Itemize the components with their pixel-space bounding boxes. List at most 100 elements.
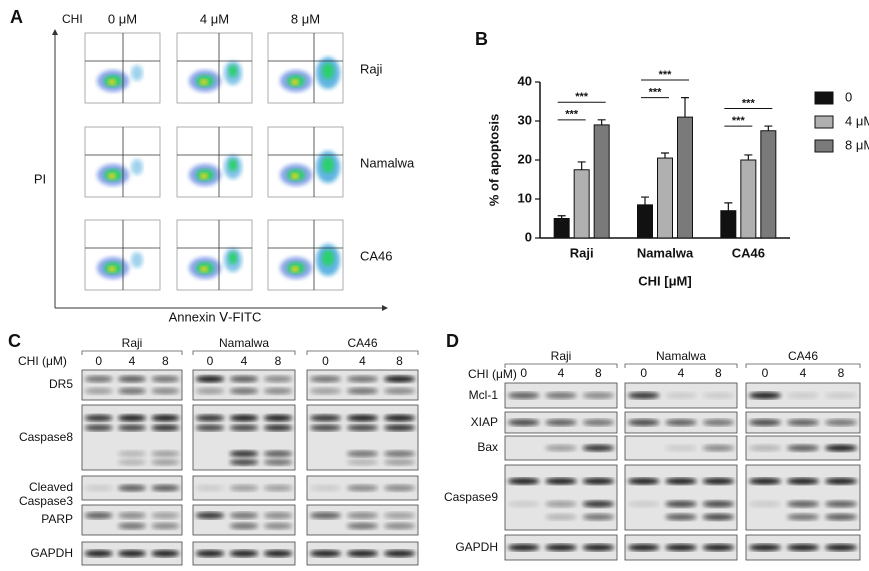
blot-band	[702, 500, 735, 508]
bar	[760, 130, 777, 239]
group-bracket	[192, 350, 296, 355]
blot-band	[825, 444, 857, 452]
treatment-label: CHI (μM)	[468, 367, 517, 381]
blot-band	[582, 500, 615, 508]
blot-band	[263, 522, 293, 530]
cell-line-label: Namalwa	[656, 349, 706, 363]
blot-band	[151, 484, 180, 492]
dose-label: 8 μM	[291, 11, 320, 26]
blot-band	[118, 414, 146, 422]
blot-band	[229, 414, 259, 422]
blot-band	[229, 375, 259, 383]
blot-band	[346, 387, 379, 395]
flow-cloud	[131, 65, 143, 81]
y-axis-label: PI	[34, 171, 46, 186]
blot-band	[749, 544, 781, 551]
blot-band	[229, 450, 259, 458]
blot-band	[507, 419, 540, 426]
blot-band	[84, 375, 113, 383]
treatment-label: CHI (μM)	[18, 354, 67, 368]
cell-line-label: Namalwa	[219, 336, 269, 350]
cell-line-label: CA46	[788, 349, 818, 363]
blot-band	[84, 424, 113, 432]
blot-band	[309, 424, 342, 432]
x-tick-label: CA46	[732, 245, 765, 260]
x-tick-label: Namalwa	[637, 245, 694, 260]
panel-label: C	[8, 331, 21, 351]
blot-band	[627, 544, 660, 551]
bar	[657, 157, 673, 239]
dose-label: 0	[762, 366, 769, 380]
blot-band	[195, 550, 225, 557]
blot-band	[151, 512, 180, 519]
flow-cloud	[131, 252, 143, 268]
legend-label: 0	[845, 89, 852, 104]
blot-band	[627, 477, 660, 485]
flow-plot	[84, 219, 161, 291]
flow-cloud	[228, 65, 238, 77]
blot-band	[84, 550, 113, 557]
blot-band	[383, 424, 416, 432]
group-bracket	[504, 363, 618, 368]
blot-band	[749, 477, 781, 485]
error-bar	[724, 202, 733, 211]
y-tick-label: 20	[518, 151, 532, 166]
dose-label: 0	[207, 354, 214, 368]
flow-cloud	[108, 266, 116, 272]
blot-band	[582, 513, 615, 521]
blot-band	[151, 450, 180, 458]
blot-band	[545, 392, 577, 399]
dose-label: 4	[241, 354, 248, 368]
blot-band	[383, 550, 416, 557]
blot-band	[383, 450, 416, 458]
flow-plot	[84, 32, 161, 104]
blot-strip	[81, 369, 183, 401]
blot-band	[665, 500, 697, 508]
blot-band	[263, 414, 293, 422]
blot-band	[118, 512, 146, 519]
significance-label: ***	[649, 87, 663, 99]
blot-band	[195, 424, 225, 432]
significance-label: ***	[659, 69, 673, 81]
blot-band	[702, 392, 735, 399]
bar	[740, 159, 757, 239]
flow-cloud	[322, 157, 334, 173]
blot-band	[627, 392, 660, 399]
error-bar	[557, 215, 566, 219]
protein-label: Caspase8	[18, 429, 73, 444]
dose-label: 0	[640, 366, 647, 380]
blot-band	[665, 477, 697, 485]
blot-band	[749, 444, 781, 452]
dose-label: 4	[800, 366, 807, 380]
blot-band	[702, 477, 735, 485]
flow-cloud	[200, 173, 208, 179]
blot-band	[346, 522, 379, 530]
dose-label: 4	[558, 366, 565, 380]
blot-strip	[81, 504, 183, 536]
blot-band	[229, 512, 259, 519]
x-axis-title: CHI [μM]	[638, 273, 691, 288]
y-tick-label: 40	[518, 73, 532, 88]
blot-band	[309, 512, 342, 519]
blot-band	[787, 392, 819, 399]
significance-label: ***	[575, 91, 589, 103]
blot-band	[229, 458, 259, 466]
cell-line-label: CA46	[347, 336, 377, 350]
blot-band	[118, 450, 146, 458]
blot-band	[118, 424, 146, 432]
blot-band	[545, 500, 577, 508]
blot-band	[702, 544, 735, 551]
protein-label: XIAP	[470, 414, 498, 429]
blot-band	[702, 419, 735, 426]
protein-label: Cleaved Caspase3	[18, 480, 73, 508]
blot-band	[787, 477, 819, 485]
blot-band	[263, 512, 293, 519]
blot-band	[545, 477, 577, 485]
flow-cloud	[200, 79, 208, 85]
blot-band	[346, 458, 379, 466]
blot-band	[118, 550, 146, 557]
blot-band	[229, 550, 259, 557]
blot-band	[749, 500, 781, 508]
blot-band	[263, 387, 293, 395]
